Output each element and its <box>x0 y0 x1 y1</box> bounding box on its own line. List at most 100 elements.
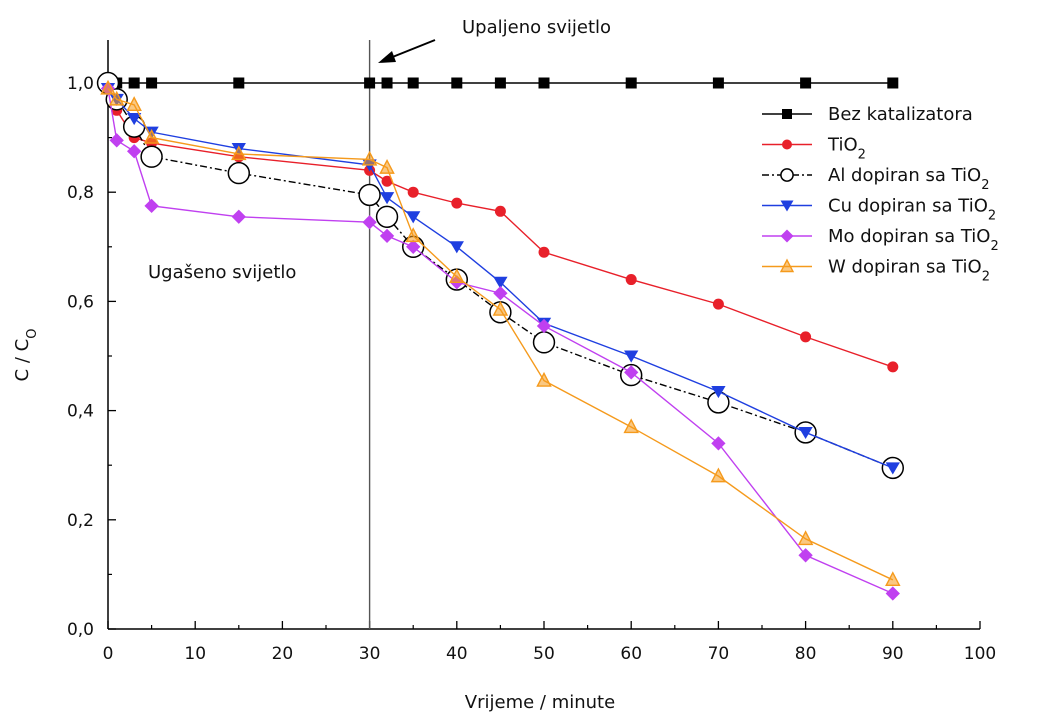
data-point <box>231 209 246 224</box>
legend-item: Mo dopiran sa TiO2 <box>762 226 999 254</box>
data-point <box>800 331 812 343</box>
data-point <box>710 467 727 483</box>
series-line <box>107 88 894 581</box>
data-point <box>625 77 637 89</box>
legend-item: TiO2 <box>762 135 866 163</box>
legend-label: TiO2 <box>827 135 866 163</box>
data-point <box>109 133 124 148</box>
data-point <box>379 158 395 174</box>
data-point <box>451 77 463 89</box>
data-point <box>144 198 159 213</box>
data-point <box>779 258 795 273</box>
data-point <box>887 361 899 373</box>
data-point <box>494 77 506 89</box>
x-tick-label: 10 <box>184 644 206 664</box>
data-point <box>538 246 550 258</box>
data-point <box>451 197 463 209</box>
data-point <box>381 175 393 187</box>
data-point <box>233 77 245 89</box>
data-point <box>127 112 142 126</box>
data-point <box>624 350 639 363</box>
legend-item: Cu dopiran sa TiO2 <box>762 196 996 224</box>
data-point <box>379 228 395 244</box>
y-tick-label: 0,0 <box>67 620 94 640</box>
legend-label: Al dopiran sa TiO2 <box>828 165 989 193</box>
data-point <box>146 77 158 89</box>
y-tick-label: 1,0 <box>67 74 94 94</box>
x-tick-label: 90 <box>882 644 904 664</box>
data-point <box>798 548 813 563</box>
series-5 <box>100 79 901 587</box>
light-on-arrow <box>378 39 436 63</box>
light-on-annotation: Upaljeno svijetlo <box>462 17 611 38</box>
data-point <box>362 215 377 230</box>
data-point <box>406 239 421 254</box>
y-tick-label: 0,2 <box>67 511 94 531</box>
x-tick-label: 50 <box>533 644 555 664</box>
series-line <box>107 88 894 368</box>
data-point <box>449 241 464 254</box>
legend-label: Bez katalizatora <box>828 104 973 125</box>
data-point <box>532 331 556 354</box>
data-point <box>625 274 637 286</box>
data-point <box>885 586 900 601</box>
data-point <box>780 200 794 212</box>
data-point <box>128 77 140 89</box>
x-tick-label: 70 <box>708 644 730 664</box>
data-point <box>536 371 552 387</box>
data-point <box>538 77 550 89</box>
data-point <box>381 77 393 89</box>
data-point <box>407 77 419 89</box>
series-line <box>107 82 894 469</box>
data-point <box>782 109 792 119</box>
data-point <box>406 211 421 224</box>
data-point <box>712 77 724 89</box>
y-tick-label: 0,8 <box>67 183 94 203</box>
axes: 0 10 20 30 40 50 60 70 80 90 100 0,0 0,2 0,4 0,6 0,8 1,0 <box>67 40 996 664</box>
data-point <box>798 426 813 440</box>
data-point <box>623 418 639 434</box>
x-tick-label: 30 <box>359 644 381 664</box>
data-point <box>800 77 812 89</box>
x-tick-label: 20 <box>272 644 294 664</box>
data-point <box>231 145 247 161</box>
data-point <box>126 96 142 112</box>
series-layer <box>96 71 904 601</box>
data-point <box>493 276 508 289</box>
data-point <box>780 168 794 182</box>
legend-item: W dopiran sa TiO2 <box>762 257 990 285</box>
legend-label: Cu dopiran sa TiO2 <box>828 196 996 224</box>
data-point <box>885 571 901 587</box>
data-point <box>108 90 125 106</box>
data-point <box>493 286 508 301</box>
data-point <box>782 139 792 150</box>
data-point <box>375 205 399 228</box>
data-point <box>887 77 899 89</box>
data-point <box>885 462 900 475</box>
data-point <box>379 192 395 205</box>
data-point <box>127 144 142 159</box>
x-axis-title: Vrijeme / minute <box>465 692 615 713</box>
data-point <box>712 298 724 310</box>
data-point <box>711 385 726 399</box>
light-off-annotation: Ugašeno svijetlo <box>148 262 296 283</box>
y-axis-title: C / CO <box>12 329 40 382</box>
data-point <box>449 268 465 284</box>
y-tick-label: 0,6 <box>67 292 94 312</box>
x-tick-label: 40 <box>446 644 468 664</box>
data-point <box>364 77 376 89</box>
data-point <box>140 145 163 168</box>
data-point <box>407 186 419 198</box>
data-point <box>780 229 794 243</box>
data-point <box>361 150 378 166</box>
data-point <box>536 318 552 334</box>
series-1 <box>102 82 899 373</box>
data-point <box>227 161 251 185</box>
data-point <box>624 365 639 380</box>
data-point <box>358 183 381 207</box>
legend-label: W dopiran sa TiO2 <box>828 257 990 285</box>
y-tick-label: 0,4 <box>67 402 94 422</box>
x-tick-label: 60 <box>620 644 642 664</box>
